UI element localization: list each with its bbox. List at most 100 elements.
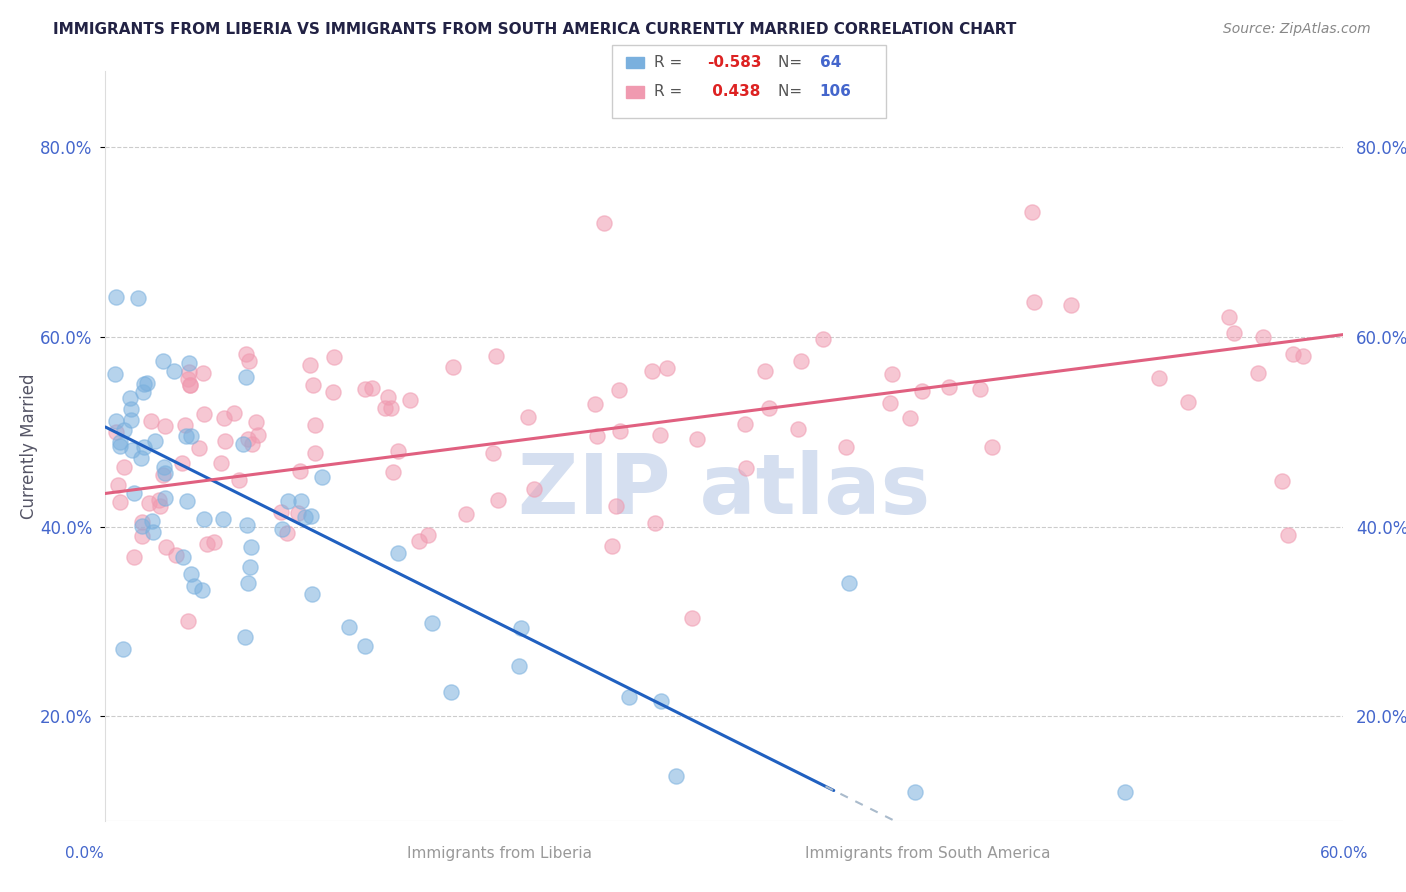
Point <box>486 492 509 507</box>
Point <box>387 444 409 458</box>
Text: N=: N= <box>778 85 807 99</box>
Point <box>1271 474 1294 488</box>
Point <box>441 360 464 375</box>
Point <box>112 642 135 657</box>
Point <box>105 290 128 304</box>
Point <box>418 527 440 541</box>
Point <box>235 347 257 361</box>
Point <box>813 332 835 346</box>
Point <box>686 433 709 447</box>
Point <box>398 392 420 407</box>
Point <box>619 690 641 705</box>
Point <box>235 370 257 384</box>
Point <box>440 685 463 699</box>
Point <box>173 417 195 432</box>
Point <box>735 460 758 475</box>
Text: Source: ZipAtlas.com: Source: ZipAtlas.com <box>1223 22 1371 37</box>
Point <box>131 529 153 543</box>
Point <box>108 434 131 449</box>
Point <box>1251 330 1274 344</box>
Point <box>183 579 205 593</box>
Point <box>294 509 316 524</box>
Point <box>131 518 153 533</box>
Point <box>177 372 200 386</box>
Point <box>141 514 163 528</box>
Point <box>179 377 201 392</box>
Point <box>155 419 177 434</box>
Point <box>387 546 409 560</box>
Point <box>180 428 202 442</box>
Point <box>1177 394 1199 409</box>
Point <box>240 437 263 451</box>
Point <box>583 396 606 410</box>
Point <box>304 417 326 432</box>
Point <box>381 466 404 480</box>
Point <box>290 464 312 478</box>
Point <box>108 495 131 509</box>
Point <box>1059 298 1081 312</box>
Point <box>193 511 215 525</box>
Point <box>911 384 934 399</box>
Point <box>214 434 236 448</box>
Point <box>139 414 162 428</box>
Text: 0.0%: 0.0% <box>65 847 104 861</box>
Point <box>516 409 538 424</box>
Text: Immigrants from South America: Immigrants from South America <box>806 847 1050 861</box>
Point <box>1021 205 1043 219</box>
Point <box>104 414 127 428</box>
Point <box>127 291 149 305</box>
Point <box>152 468 174 483</box>
Point <box>835 440 858 454</box>
Point <box>236 518 259 533</box>
Point <box>287 506 309 520</box>
Point <box>172 550 194 565</box>
Point <box>135 376 157 390</box>
Point <box>299 509 322 524</box>
Point <box>228 473 250 487</box>
Point <box>176 494 198 508</box>
Point <box>153 467 176 481</box>
Point <box>212 511 235 525</box>
Text: R =: R = <box>654 85 688 99</box>
Point <box>172 456 194 470</box>
Point <box>246 428 269 442</box>
Point <box>408 533 430 548</box>
Point <box>354 382 377 396</box>
Point <box>420 615 443 630</box>
Point <box>143 434 166 448</box>
Point <box>105 425 128 439</box>
Point <box>665 769 688 783</box>
Text: N=: N= <box>778 55 807 70</box>
Point <box>650 694 672 708</box>
Text: Immigrants from Liberia: Immigrants from Liberia <box>406 847 592 861</box>
Point <box>149 499 172 513</box>
Point <box>132 376 155 391</box>
Point <box>195 537 218 551</box>
Point <box>607 384 630 398</box>
Point <box>212 410 235 425</box>
Point <box>304 446 326 460</box>
Point <box>655 360 678 375</box>
Point <box>120 401 142 416</box>
Point <box>754 364 776 378</box>
Point <box>132 384 155 399</box>
Point <box>1247 366 1270 380</box>
Point <box>301 587 323 601</box>
Point <box>276 526 298 541</box>
Point <box>120 413 142 427</box>
Point <box>131 515 153 529</box>
Point <box>162 364 184 378</box>
Point <box>270 505 292 519</box>
Point <box>233 630 256 644</box>
Point <box>290 494 312 508</box>
Point <box>142 524 165 539</box>
Point <box>508 658 530 673</box>
Point <box>191 582 214 597</box>
Point <box>180 567 202 582</box>
Text: 60.0%: 60.0% <box>1320 847 1368 861</box>
Point <box>298 358 321 372</box>
Point <box>177 615 200 629</box>
Point <box>270 522 292 536</box>
Point <box>236 575 259 590</box>
Point <box>179 378 201 392</box>
